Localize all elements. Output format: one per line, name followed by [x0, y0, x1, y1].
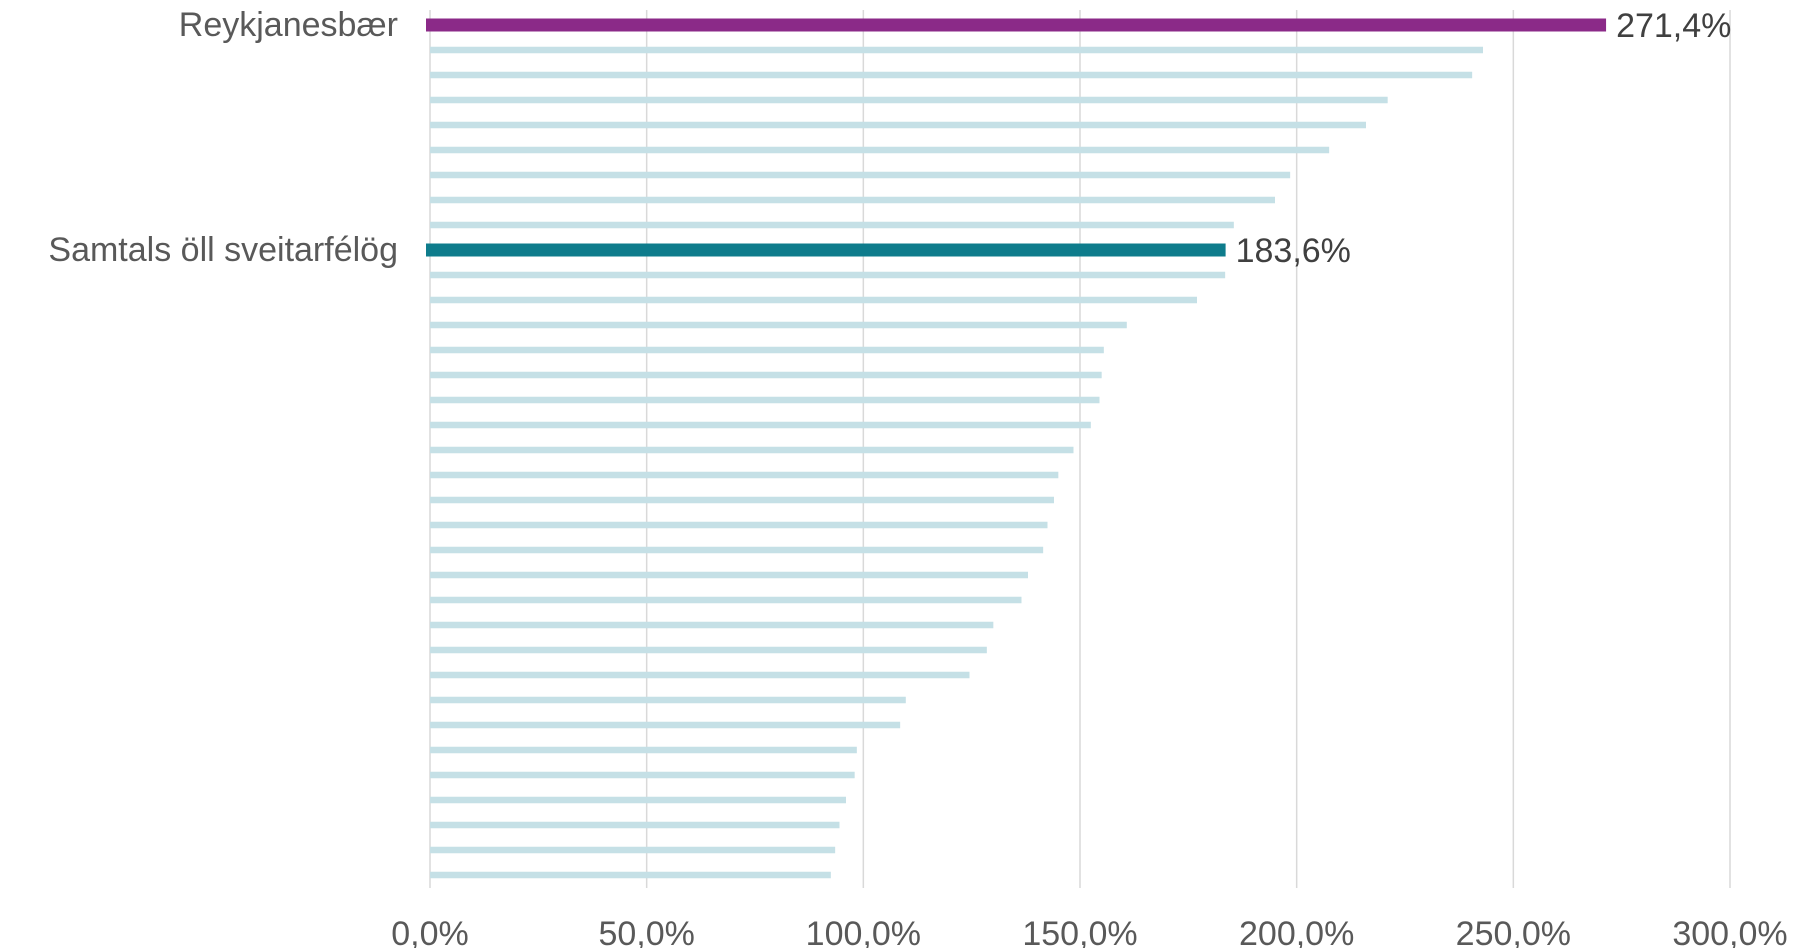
bar-top	[426, 18, 1607, 32]
bar	[430, 421, 1091, 429]
category-label: Reykjanesbær	[179, 6, 398, 44]
x-tick-label: 150,0%	[1022, 915, 1137, 948]
bar	[430, 496, 1054, 504]
bar	[430, 821, 840, 829]
bar-total	[426, 243, 1226, 257]
category-label: Samtals öll sveitarfélög	[48, 231, 398, 269]
bar	[430, 396, 1100, 404]
bar	[430, 671, 970, 679]
bar	[430, 696, 906, 704]
bar	[430, 621, 994, 629]
bars	[426, 18, 1607, 879]
data-label: 183,6%	[1236, 232, 1351, 270]
x-tick-label: 200,0%	[1239, 915, 1354, 948]
x-tick-label: 250,0%	[1456, 915, 1571, 948]
bar	[430, 96, 1388, 104]
bar	[430, 46, 1483, 54]
bar	[430, 446, 1074, 454]
labels: Reykjanesbær 271,4% Samtals öll sveitarfél…	[48, 6, 1731, 270]
bar	[430, 646, 987, 654]
bar	[430, 721, 901, 729]
bar	[430, 596, 1022, 604]
bar	[430, 546, 1044, 554]
x-tick-label: 300,0%	[1672, 915, 1787, 948]
bar	[430, 871, 831, 879]
bar	[430, 771, 855, 779]
bar	[430, 196, 1275, 204]
bar	[430, 71, 1473, 79]
bar	[430, 371, 1102, 379]
bar	[430, 846, 836, 854]
bar	[430, 346, 1104, 354]
bar	[430, 271, 1226, 279]
x-axis-ticks: 0,0% 50,0% 100,0% 150,0% 200,0% 250,0% 300,0%	[391, 915, 1787, 948]
bar	[430, 221, 1234, 229]
bar	[430, 321, 1127, 329]
x-tick-label: 0,0%	[391, 915, 469, 948]
x-tick-label: 50,0%	[598, 915, 694, 948]
bar	[430, 796, 846, 804]
bar	[430, 471, 1059, 479]
bar	[430, 746, 857, 754]
bar	[430, 521, 1048, 529]
bar	[430, 171, 1291, 179]
bar	[430, 146, 1330, 154]
bar	[430, 571, 1028, 579]
bar	[430, 121, 1366, 129]
data-label: 271,4%	[1616, 7, 1731, 45]
bar	[430, 296, 1197, 304]
x-tick-label: 100,0%	[806, 915, 921, 948]
